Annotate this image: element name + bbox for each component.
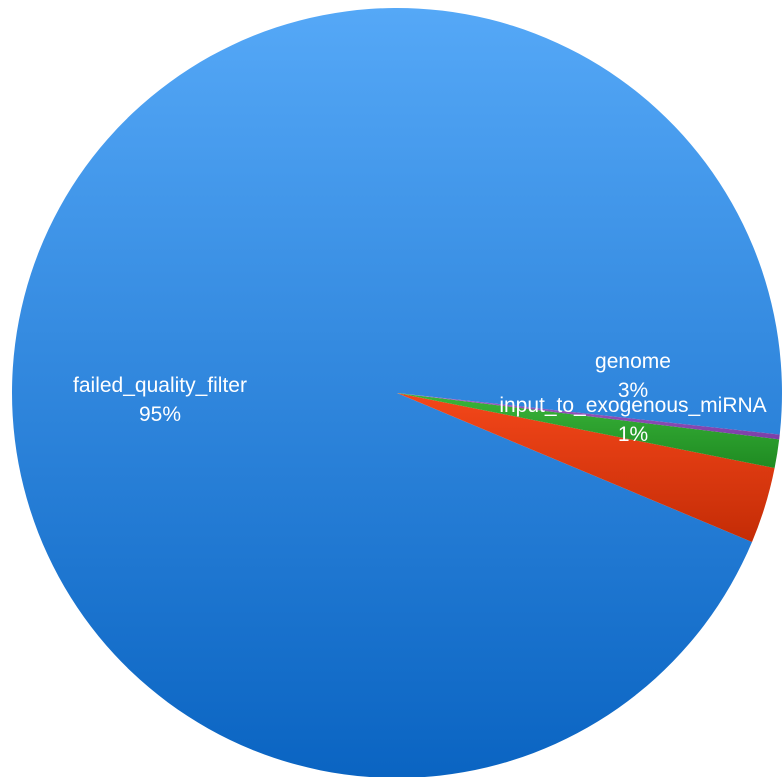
- slice-percent-failed-quality-filter: 95%: [139, 403, 181, 426]
- pie-slice-genome: [397, 393, 775, 542]
- slice-label-genome: genome: [595, 350, 671, 373]
- labels-group: failed_quality_filter 95% genome 3%input_to…: [73, 350, 767, 446]
- slice-percent-input-to-exogenous-mirna: 1%: [618, 423, 648, 446]
- slice-percent-genome: 3%: [618, 379, 648, 402]
- slices-group: [12, 8, 782, 777]
- slice-label-failed-quality-filter: failed_quality_filter: [73, 374, 247, 397]
- pie-slice-input-to-exogenous-mirna: [397, 393, 780, 469]
- pie-slice-other: [397, 393, 780, 440]
- pie-slice-failed-quality-filter: [12, 8, 782, 777]
- slice-label-input-to-exogenous-mirna: input_to_exogenous_miRNA: [499, 394, 766, 417]
